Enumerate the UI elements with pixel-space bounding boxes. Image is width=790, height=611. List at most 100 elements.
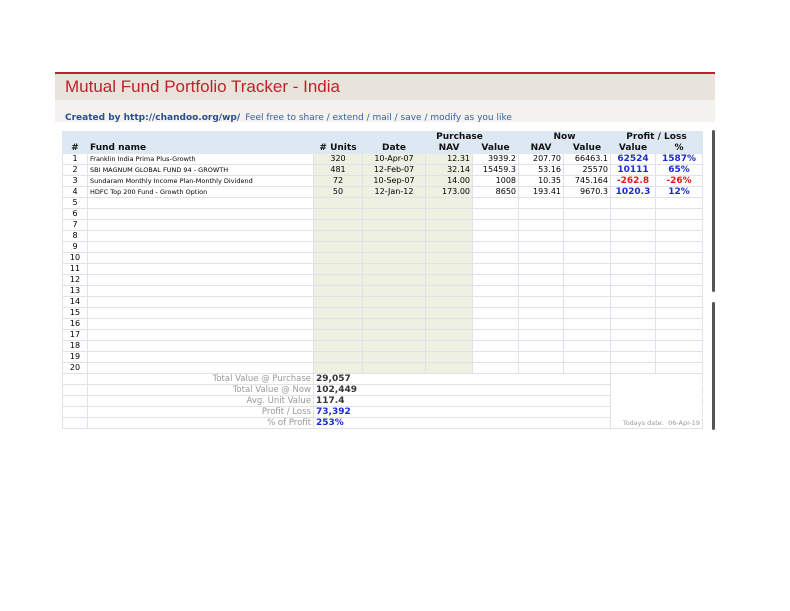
cell-pl-value[interactable] xyxy=(610,362,656,374)
cell-pl-value[interactable] xyxy=(610,252,656,264)
cell-fund[interactable] xyxy=(87,274,314,286)
cell-n[interactable]: 5 xyxy=(62,197,88,209)
cell-nav[interactable] xyxy=(425,230,473,242)
cell-value[interactable] xyxy=(472,340,519,352)
cell-now-nav[interactable] xyxy=(518,329,564,341)
cell-pl-value[interactable] xyxy=(610,296,656,308)
cell-pl-value[interactable] xyxy=(610,351,656,363)
cell-pl-pct[interactable] xyxy=(655,219,703,231)
cell-value[interactable] xyxy=(472,230,519,242)
cell-nav[interactable]: 12.31 xyxy=(425,153,473,165)
cell-fund[interactable]: HDFC Top 200 Fund - Growth Option xyxy=(87,186,314,198)
cell-fund[interactable] xyxy=(87,362,314,374)
cell-pl-pct[interactable] xyxy=(655,329,703,341)
cell-value[interactable] xyxy=(472,362,519,374)
cell-value[interactable]: 15459.3 xyxy=(472,164,519,176)
cell-n[interactable]: 17 xyxy=(62,329,88,341)
cell-value[interactable] xyxy=(472,318,519,330)
cell-pl-value[interactable]: 62524 xyxy=(610,153,656,165)
cell-date[interactable] xyxy=(362,263,426,275)
cell-n[interactable]: 18 xyxy=(62,340,88,352)
cell-pl-pct[interactable] xyxy=(655,241,703,253)
cell-now-value[interactable] xyxy=(563,263,611,275)
cell-fund[interactable] xyxy=(87,351,314,363)
cell-pl-pct[interactable] xyxy=(655,340,703,352)
cell-nav[interactable] xyxy=(425,274,473,286)
cell-nav[interactable] xyxy=(425,351,473,363)
cell-pl-pct[interactable] xyxy=(655,274,703,286)
cell-n[interactable]: 7 xyxy=(62,219,88,231)
cell-nav[interactable] xyxy=(425,296,473,308)
cell-fund[interactable] xyxy=(87,307,314,319)
cell-n[interactable]: 2 xyxy=(62,164,88,176)
cell-now-value[interactable] xyxy=(563,351,611,363)
cell-units[interactable]: 481 xyxy=(313,164,363,176)
cell-now-nav[interactable] xyxy=(518,296,564,308)
cell-now-value[interactable] xyxy=(563,362,611,374)
cell-date[interactable] xyxy=(362,340,426,352)
cell-now-value[interactable] xyxy=(563,274,611,286)
cell-now-nav[interactable] xyxy=(518,197,564,209)
cell-pl-pct[interactable]: 65% xyxy=(655,164,703,176)
cell-date[interactable] xyxy=(362,241,426,253)
cell-nav[interactable] xyxy=(425,208,473,220)
cell-date[interactable] xyxy=(362,318,426,330)
cell-date[interactable] xyxy=(362,351,426,363)
cell-pl-value[interactable] xyxy=(610,208,656,220)
cell-now-nav[interactable] xyxy=(518,208,564,220)
cell-now-value[interactable]: 745.164 xyxy=(563,175,611,187)
cell-n[interactable]: 20 xyxy=(62,362,88,374)
cell-units[interactable] xyxy=(313,252,363,264)
cell-pl-pct[interactable] xyxy=(655,285,703,297)
cell-n[interactable]: 11 xyxy=(62,263,88,275)
cell-n[interactable]: 9 xyxy=(62,241,88,253)
cell-pl-value[interactable] xyxy=(610,329,656,341)
cell-units[interactable]: 72 xyxy=(313,175,363,187)
cell-now-nav[interactable] xyxy=(518,252,564,264)
cell-units[interactable] xyxy=(313,263,363,275)
cell-fund[interactable] xyxy=(87,285,314,297)
cell-value[interactable] xyxy=(472,197,519,209)
cell-units[interactable] xyxy=(313,362,363,374)
cell-n[interactable]: 8 xyxy=(62,230,88,242)
cell-value[interactable] xyxy=(472,241,519,253)
cell-pl-pct[interactable] xyxy=(655,230,703,242)
cell-pl-pct[interactable] xyxy=(655,351,703,363)
cell-units[interactable] xyxy=(313,351,363,363)
cell-pl-pct[interactable] xyxy=(655,318,703,330)
cell-fund[interactable] xyxy=(87,263,314,275)
cell-pl-value[interactable] xyxy=(610,197,656,209)
cell-nav[interactable] xyxy=(425,329,473,341)
cell-date[interactable] xyxy=(362,329,426,341)
cell-pl-value[interactable]: 1020.3 xyxy=(610,186,656,198)
cell-units[interactable] xyxy=(313,285,363,297)
cell-fund[interactable] xyxy=(87,219,314,231)
cell-nav[interactable] xyxy=(425,219,473,231)
cell-pl-value[interactable] xyxy=(610,307,656,319)
cell-now-nav[interactable] xyxy=(518,362,564,374)
cell-units[interactable] xyxy=(313,219,363,231)
cell-pl-value[interactable] xyxy=(610,241,656,253)
cell-now-value[interactable] xyxy=(563,197,611,209)
cell-now-value[interactable] xyxy=(563,252,611,264)
cell-units[interactable] xyxy=(313,307,363,319)
cell-fund[interactable] xyxy=(87,230,314,242)
cell-value[interactable] xyxy=(472,252,519,264)
cell-pl-pct[interactable] xyxy=(655,296,703,308)
cell-fund[interactable] xyxy=(87,296,314,308)
cell-units[interactable] xyxy=(313,296,363,308)
cell-now-value[interactable]: 25570 xyxy=(563,164,611,176)
cell-fund[interactable] xyxy=(87,241,314,253)
cell-pl-pct[interactable] xyxy=(655,208,703,220)
cell-value[interactable]: 3939.2 xyxy=(472,153,519,165)
cell-date[interactable] xyxy=(362,230,426,242)
cell-n[interactable]: 3 xyxy=(62,175,88,187)
cell-date[interactable]: 10-Sep-07 xyxy=(362,175,426,187)
cell-now-nav[interactable] xyxy=(518,340,564,352)
cell-nav[interactable] xyxy=(425,252,473,264)
cell-now-nav[interactable] xyxy=(518,285,564,297)
cell-now-nav[interactable] xyxy=(518,219,564,231)
scrollbar[interactable] xyxy=(712,130,715,292)
cell-date[interactable] xyxy=(362,197,426,209)
cell-value[interactable] xyxy=(472,329,519,341)
